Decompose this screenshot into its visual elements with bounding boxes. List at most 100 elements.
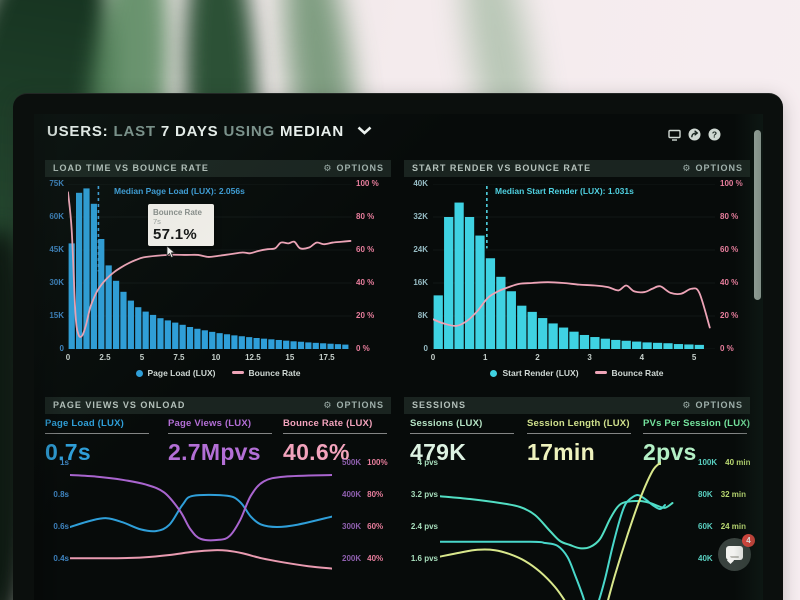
chat-widget-button[interactable]: 4 — [718, 534, 755, 571]
gear-icon: ⚙ — [682, 164, 692, 174]
bars — [433, 202, 704, 349]
y-axis-left: 75K 60K 45K 30K 15K 0 — [45, 179, 64, 354]
axis-tick: 0.8s — [53, 490, 69, 499]
tooltip-value: 57.1% — [153, 226, 198, 243]
metric-label: Page Load (LUX) — [45, 418, 125, 429]
legend-item[interactable]: Start Render (LUX) — [490, 368, 579, 378]
legend-item[interactable]: Bounce Rate — [594, 368, 664, 378]
gear-icon: ⚙ — [323, 164, 333, 174]
monitor-icon[interactable] — [668, 129, 681, 141]
series-line — [70, 474, 332, 542]
axis-tick: 100 % — [356, 179, 379, 188]
axis-tick: 20 % — [356, 311, 375, 320]
toolbar-icons: ? — [668, 128, 721, 141]
axis-tick: 2.4 pvs — [410, 522, 438, 531]
axis-tick: 0 — [423, 344, 428, 353]
chart-tooltip: Bounce Rate 7s 57.1% — [148, 204, 214, 246]
axis-tick: 40 % — [720, 278, 739, 287]
panel-page-views: PAGE VIEWS VS ONLOAD ⚙ OPTIONS Page Load … — [45, 397, 391, 600]
title-days: 7 DAYS — [160, 123, 219, 140]
panel-header: LOAD TIME VS BOUNCE RATE ⚙ OPTIONS — [45, 160, 391, 177]
help-icon[interactable]: ? — [708, 128, 721, 141]
tooltip-subtitle: 7s — [153, 217, 161, 226]
axis-tick: 0 % — [356, 344, 370, 353]
top-bar: USERS: LAST 7 DAYS USING MEDIAN ? — [45, 122, 753, 152]
axis-tick: 4 pvs — [417, 458, 438, 467]
metric-page-load: Page Load (LUX) 0.7s — [45, 418, 157, 466]
axis-pair-tick: 40K — [698, 554, 713, 563]
axis-tick: 100 % — [720, 179, 743, 188]
series-line — [70, 549, 332, 570]
axis-tick: 60 % — [356, 245, 375, 254]
series-line — [440, 493, 666, 600]
tooltip-title: Bounce Rate — [153, 208, 202, 217]
chat-bubble-icon — [726, 546, 743, 560]
legend-item[interactable]: Page Load (LUX) — [135, 368, 216, 378]
y-axis-right: 100 % 80 % 60 % 40 % 20 % 0 % — [720, 179, 754, 354]
y-axis-left: 40K 32K 24K 16K 8K 0 — [404, 179, 428, 354]
axis-tick: 60 % — [720, 245, 739, 254]
title-using: USING — [223, 123, 275, 140]
metric-divider — [283, 433, 387, 434]
axis-tick: 40 % — [356, 278, 375, 287]
share-icon[interactable] — [688, 128, 701, 141]
metric-divider — [168, 433, 272, 434]
scrollbar-thumb[interactable] — [754, 130, 761, 300]
sessions-chart[interactable] — [440, 456, 690, 600]
options-button[interactable]: ⚙ OPTIONS — [682, 163, 743, 174]
median-annotation: Median Start Render (LUX): 1.031s — [495, 186, 634, 196]
title-median: MEDIAN — [279, 123, 344, 140]
panel-header: START RENDER VS BOUNCE RATE ⚙ OPTIONS — [404, 160, 750, 177]
series-line — [70, 493, 332, 533]
legend-swatch — [135, 370, 143, 377]
axis-tick: 0.4s — [53, 554, 69, 563]
panel-title: LOAD TIME VS BOUNCE RATE — [53, 163, 209, 173]
axis-pair-tick: 500K 100% — [342, 458, 388, 467]
mouse-cursor-icon — [166, 245, 177, 264]
time-range-selector[interactable]: USERS: LAST 7 DAYS USING MEDIAN — [45, 122, 753, 140]
chart-plot: Median Page Load (LUX): 2.056s Bounce Ra… — [67, 183, 352, 350]
metric-divider — [527, 433, 631, 434]
axis-tick: 40K — [413, 179, 428, 188]
x-axis-tick: 3 — [587, 353, 592, 362]
axis-tick: 80 % — [720, 212, 739, 221]
axis-tick: 75K — [49, 179, 64, 188]
metric-label: Session Length (LUX) — [527, 418, 630, 429]
axis-tick: 3.2 pvs — [410, 490, 438, 499]
panel-title: PAGE VIEWS VS ONLOAD — [53, 400, 186, 410]
legend-label: Start Render (LUX) — [502, 368, 579, 378]
panel-header: PAGE VIEWS VS ONLOAD ⚙ OPTIONS — [45, 397, 391, 414]
x-axis-tick: 5 — [139, 353, 145, 362]
load-time-chart[interactable] — [67, 183, 352, 350]
x-axis-tick: 2.5 — [99, 353, 111, 362]
options-button[interactable]: ⚙ OPTIONS — [323, 163, 384, 174]
axis-tick: 8K — [417, 311, 428, 320]
title-last: LAST — [113, 123, 156, 140]
bounce-rate-line — [67, 191, 352, 338]
axis-tick: 30K — [49, 278, 64, 287]
axis-tick: 24K — [413, 245, 428, 254]
legend-swatch — [594, 371, 607, 374]
panel-title: SESSIONS — [412, 400, 467, 410]
x-axis-tick: 10 — [211, 353, 221, 362]
axis-pair-tick: 100K 40 min — [698, 458, 750, 467]
chart-legend: Page Load (LUX) Bounce Rate — [45, 368, 391, 378]
bars — [68, 188, 349, 349]
options-button[interactable]: ⚙ OPTIONS — [682, 400, 743, 411]
x-axis-tick: 17.5 — [319, 353, 335, 362]
x-axis-tick: 1 — [482, 353, 488, 362]
dashboard-screen: USERS: LAST 7 DAYS USING MEDIAN ? — [34, 114, 763, 600]
legend-item[interactable]: Bounce Rate — [231, 368, 300, 378]
options-button[interactable]: ⚙ OPTIONS — [323, 400, 384, 411]
x-axis: 0 2.5 5 7.5 10 12.5 15 17.5 — [66, 353, 352, 363]
gridlines — [433, 183, 715, 350]
gear-icon: ⚙ — [682, 401, 692, 411]
axis-tick: 20 % — [720, 311, 739, 320]
legend-swatch — [231, 371, 244, 374]
legend-label: Page Load (LUX) — [147, 368, 216, 378]
start-render-chart[interactable] — [432, 183, 715, 350]
notification-badge: 4 — [742, 534, 755, 547]
page-views-chart[interactable] — [70, 456, 332, 600]
metric-label: Bounce Rate (LUX) — [283, 418, 373, 429]
legend-label: Bounce Rate — [611, 368, 664, 378]
